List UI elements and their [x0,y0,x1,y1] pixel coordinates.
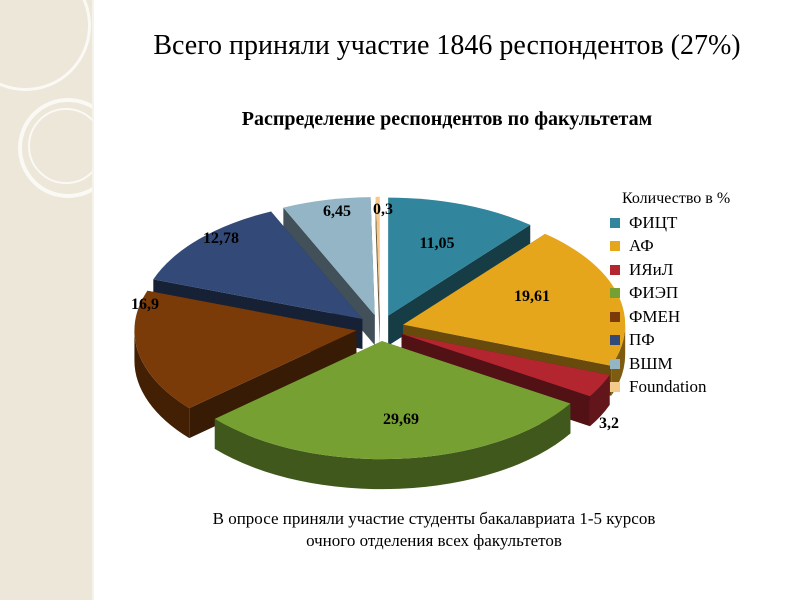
legend-item: ФИЦТ [610,211,790,235]
decorative-ring [18,98,92,198]
legend-swatch [610,288,620,299]
legend-label: ИЯиЛ [629,259,674,279]
data-label-4: 29,69 [383,411,419,428]
legend-swatch [610,264,620,275]
data-label-7: 6,45 [323,203,351,220]
side-band-edge [92,0,94,600]
legend-swatch [610,382,620,393]
decorative-ring [28,108,92,184]
data-label-2: 19,61 [514,288,550,305]
legend-label: ФМЕН [629,306,681,326]
legend-swatch [610,241,620,252]
legend-swatch [610,217,620,228]
footer-line-2: очного отделения всех факультетов [306,531,562,550]
slide-title: Всего приняли участие 1846 респондентов … [153,30,741,61]
decorative-side-band [0,0,92,600]
legend-item: ФИЭП [610,282,790,306]
data-label-1: 11,05 [419,235,454,252]
legend-swatch [610,358,620,369]
data-label-6: 12,78 [203,230,239,247]
legend-label: ПФ [629,330,655,350]
legend-item: ИЯиЛ [610,258,790,282]
pie-slice-8 [375,196,380,345]
data-label-5: 16,9 [131,296,159,313]
legend-item: ПФ [610,329,790,353]
legend-item: ФМЕН [610,305,790,329]
legend-items: ФИЦТ АФ ИЯиЛ ФИЭП ФМЕН ПФ ВШМ Foundation [610,211,790,399]
legend-label: АФ [629,236,654,256]
legend-title: Количество в % [622,190,731,207]
pie-slice-4 [214,341,571,490]
footer-line-1: В опросе приняли участие студенты бакала… [212,509,656,528]
chart-legend: Количество в % ФИЦТ АФ ИЯиЛ ФИЭП ФМЕН ПФ ВШМ Fo… [610,190,790,399]
slide-footer: В опросе приняли участие студенты бакала… [94,508,774,552]
legend-label: Foundation [629,377,707,397]
data-label-3: 3,2 [599,415,619,432]
legend-label: ФИЭП [629,283,679,303]
legend-label: ФИЦТ [629,212,678,232]
legend-item: АФ [610,235,790,259]
pie-slice-5 [134,290,357,439]
data-label-8: 0,3 [373,201,393,218]
chart-title: Распределение респондентов по факультета… [241,108,653,130]
legend-item: Foundation [610,376,790,400]
legend-swatch [610,335,620,346]
legend-swatch [610,311,620,322]
legend-label: ВШМ [629,353,673,373]
legend-item: ВШМ [610,352,790,376]
